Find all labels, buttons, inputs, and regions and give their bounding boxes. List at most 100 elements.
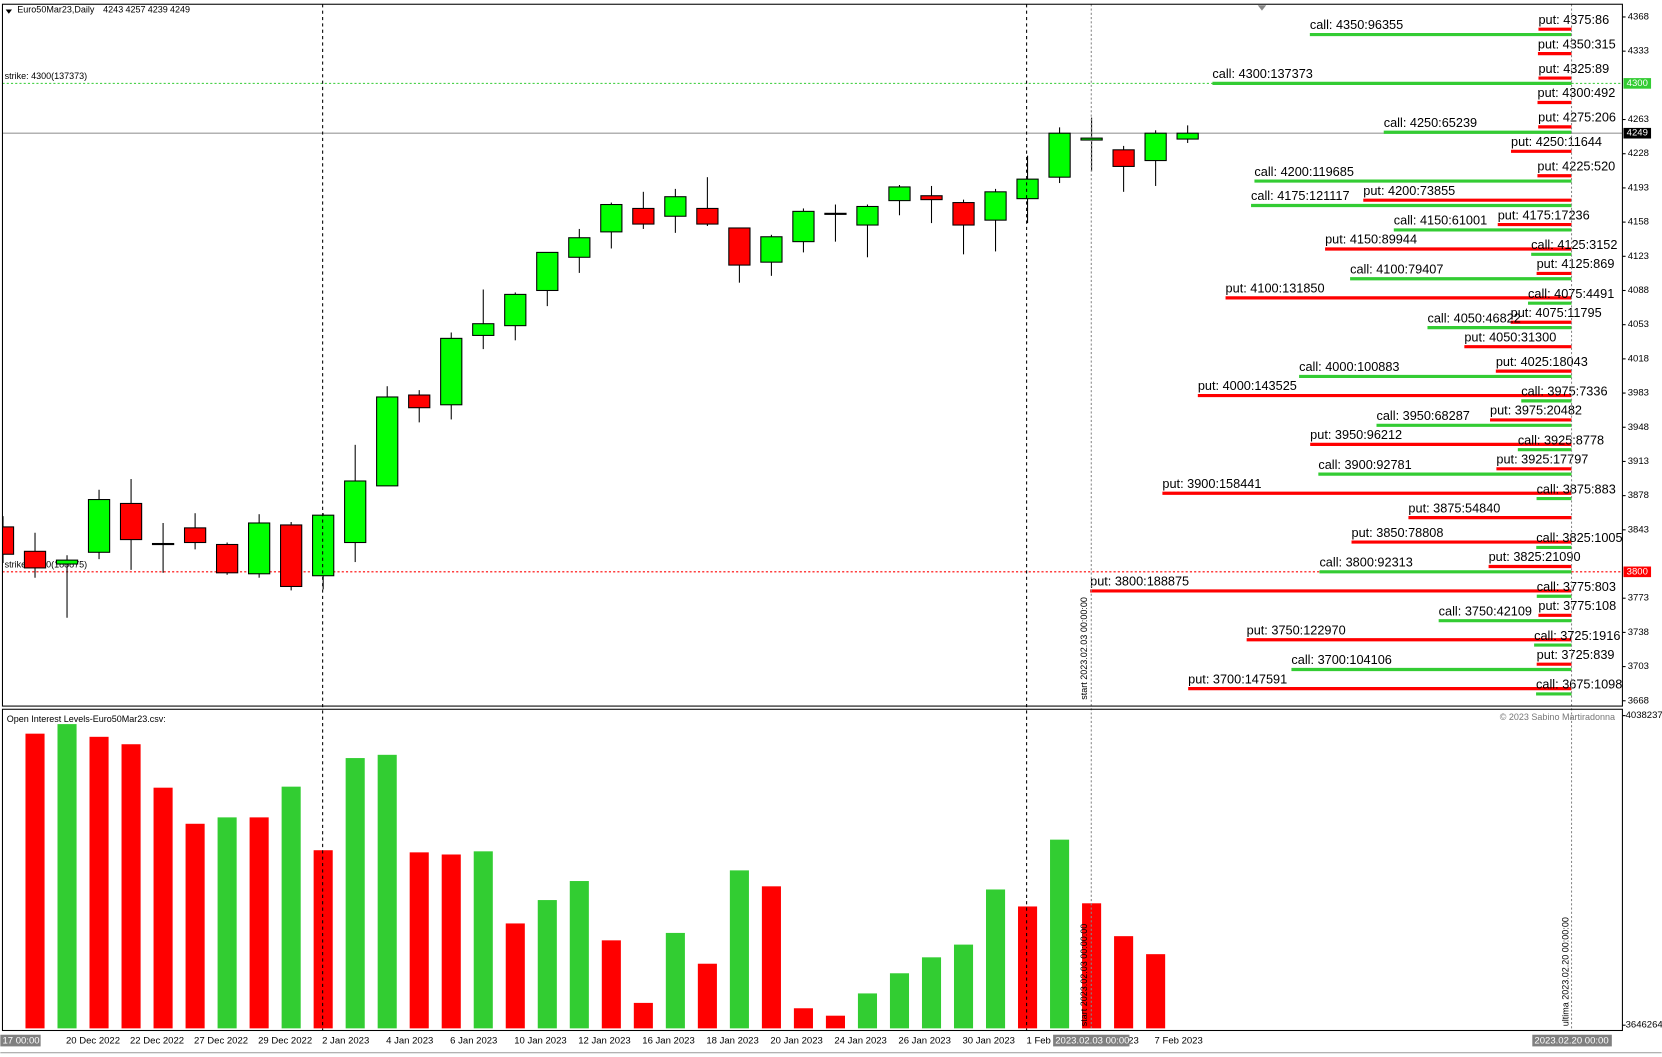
ohlc-close: 4249 (170, 5, 190, 15)
candle-body (696, 207, 719, 225)
level-label: call: 3975:7336 (1521, 384, 1607, 399)
y-tick-label: 4333 (1628, 46, 1649, 57)
oi-bar (633, 1002, 653, 1029)
level-label: call: 3700:104106 (1291, 652, 1391, 667)
level-label: put: 3975:20482 (1490, 403, 1582, 418)
y-tick-label: 4088 (1628, 285, 1649, 296)
y-tick-label: 4263 (1628, 114, 1649, 125)
y-tick-label: 3913 (1628, 456, 1649, 467)
level-label: put: 4325:89 (1538, 61, 1609, 76)
candle-body (920, 195, 943, 201)
candle-body (888, 186, 911, 202)
strike-box-label: 4300 (1627, 78, 1648, 89)
level-label: put: 3750:122970 (1247, 622, 1346, 637)
oi-bar (121, 744, 141, 1029)
candle-body (760, 236, 783, 263)
strike-box (1623, 78, 1652, 89)
x-marker-box (1053, 1034, 1130, 1047)
x-marker-box (0, 1034, 41, 1047)
level-label: put: 3875:54840 (1408, 500, 1500, 515)
x-tick-label: 6 Jan 2023 (450, 1036, 497, 1047)
level-label: call: 4300:137373 (1212, 66, 1312, 81)
oi-bar (281, 786, 301, 1029)
credit: © 2023 Sabino Martiradonna (1500, 712, 1615, 722)
level-label: call: 3925:8778 (1518, 432, 1604, 447)
level-label: call: 3800:92313 (1319, 555, 1412, 570)
ohlc-open: 4243 (103, 5, 123, 15)
oi-bar (153, 787, 173, 1029)
strike-label: strike: 4300(137373) (5, 71, 88, 81)
level-label: put: 4225:520 (1537, 158, 1615, 173)
oi-bar (473, 851, 493, 1029)
price-box (1623, 127, 1652, 139)
oi-bar (793, 1008, 813, 1029)
level-label: put: 4175:17236 (1498, 207, 1590, 222)
x-tick-label: 1 Feb 2023 (1026, 1036, 1074, 1047)
candle-body (952, 202, 975, 226)
x-marker-label: 2023.02.03 00:00 (1055, 1036, 1129, 1047)
level-label: put: 4150:89944 (1325, 232, 1417, 247)
y-tick-label: 3668 (1628, 695, 1649, 706)
ohlc-low: 4239 (148, 5, 168, 15)
level-label: put: 3825:21090 (1489, 549, 1581, 564)
level-label: call: 3900:92781 (1318, 457, 1411, 472)
candle-body (151, 542, 175, 546)
x-marker-label: 2023.02.20 00:00 (1534, 1036, 1608, 1047)
candle-body (1048, 132, 1071, 178)
level-label: call: 3675:1098 (1536, 677, 1622, 692)
oi-bar (377, 754, 397, 1029)
y-tick-label: 4368 (1628, 11, 1649, 22)
y-tick-label: 3646264 (1626, 1020, 1662, 1031)
level-label: call: 3950:68287 (1377, 408, 1470, 423)
y-tick-label: 3703 (1628, 661, 1649, 672)
oi-bar (89, 736, 109, 1029)
price-pane: strike: 4300(137373)strike: 3800(188875)… (2, 12, 1623, 696)
candle-body (568, 237, 591, 258)
level-label: call: 4100:79407 (1350, 261, 1443, 276)
y-tick-label: 4018 (1628, 353, 1649, 364)
level-label: put: 3725:839 (1537, 647, 1615, 662)
oi-bar (857, 993, 878, 1029)
indicator-title: Open Interest Levels-Euro50Mar23.csv: (7, 714, 166, 724)
oi-bar (729, 870, 749, 1029)
x-tick-label: 30 Jan 2023 (962, 1036, 1014, 1047)
oi-bar (25, 733, 45, 1029)
candle-body (824, 212, 847, 215)
candle-body (408, 394, 431, 409)
strike-box-label: 3800 (1627, 566, 1648, 577)
level-label: put: 3775:108 (1538, 598, 1616, 613)
level-label: put: 4075:11795 (1511, 305, 1602, 320)
oi-bar (1114, 936, 1134, 1029)
level-label: put: 4125:869 (1537, 256, 1615, 271)
level-label: put: 4100:131850 (1226, 281, 1325, 296)
y-tick-label: 3738 (1628, 627, 1649, 638)
oi-bar (1146, 954, 1166, 1029)
x-marker-box (1532, 1034, 1612, 1047)
candle-body (536, 251, 559, 292)
level-label: call: 4050:46822 (1427, 310, 1520, 325)
overlay: Euro50Mar23,Daily 4243 4257 4239 42494368433… (0, 4, 1662, 1047)
oi-bar (825, 1015, 845, 1029)
level-label: put: 3950:96212 (1310, 427, 1402, 442)
event-label: ultima 2023.02.20 00:00:00 (1560, 917, 1570, 1026)
x-tick-label: 20 Jan 2023 (770, 1036, 822, 1047)
oi-bar (249, 817, 269, 1029)
candle-body (472, 323, 495, 336)
level-label: put: 4350:315 (1538, 36, 1616, 51)
event-label: start 2023.02.03 00:00:00 (1079, 924, 1089, 1027)
oi-bar (761, 886, 781, 1029)
oi-bar (505, 923, 525, 1029)
ohlc-high: 4257 (125, 5, 145, 15)
level-label: call: 4350:96355 (1310, 17, 1403, 32)
level-label: put: 3800:188875 (1090, 574, 1189, 589)
oi-bar (601, 940, 621, 1029)
y-tick-label: 4158 (1628, 217, 1649, 228)
strike-box (1623, 566, 1652, 578)
oi-bar (889, 973, 910, 1029)
pane-border (1, 708, 1623, 1032)
level-label: put: 3700:147591 (1188, 671, 1287, 686)
candle-body (1016, 178, 1039, 200)
oi-bar (313, 850, 333, 1029)
candle-body (664, 196, 687, 217)
oi-bar (665, 932, 685, 1029)
